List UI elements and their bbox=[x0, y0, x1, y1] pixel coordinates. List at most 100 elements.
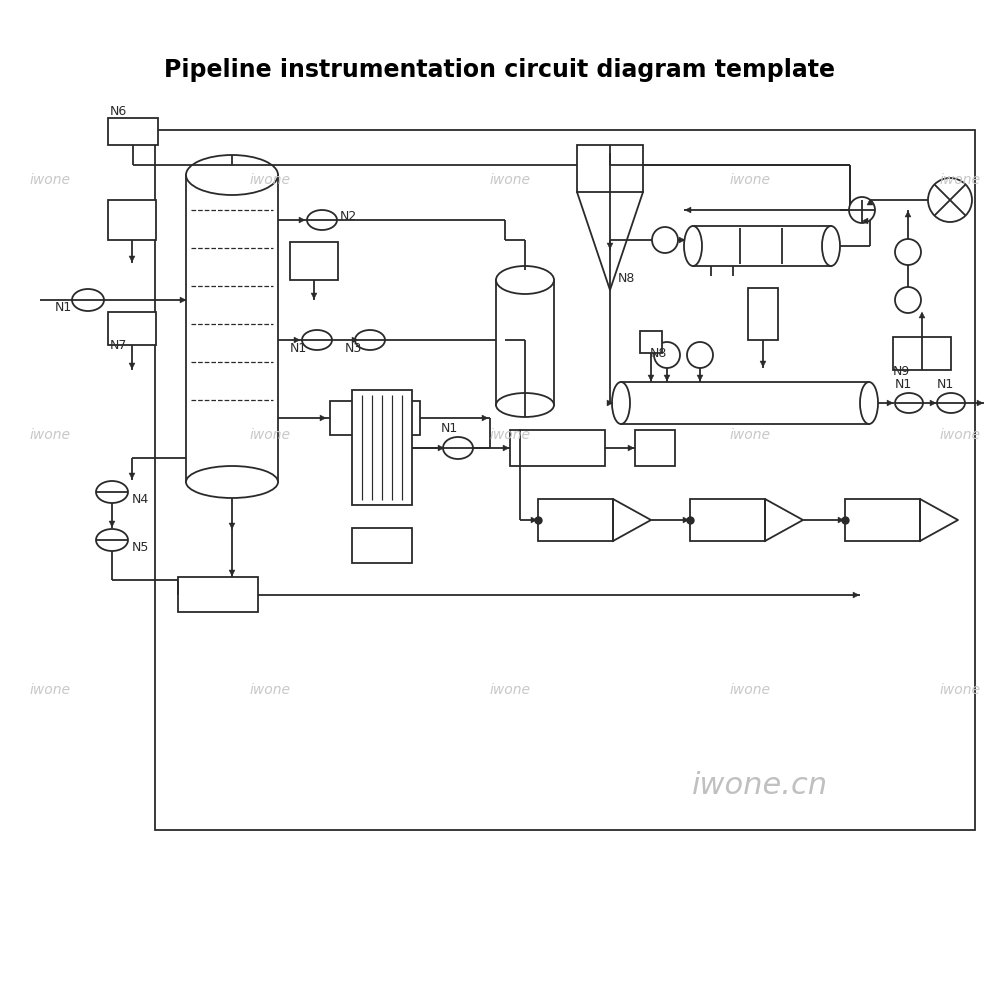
Text: N4: N4 bbox=[132, 493, 149, 506]
Text: N1: N1 bbox=[441, 422, 458, 435]
Polygon shape bbox=[977, 400, 983, 406]
Polygon shape bbox=[352, 337, 358, 343]
Bar bbox=[510, 430, 605, 466]
Polygon shape bbox=[760, 361, 766, 367]
Text: N1: N1 bbox=[937, 378, 954, 391]
Bar bbox=[108, 118, 158, 145]
Polygon shape bbox=[129, 363, 135, 369]
Text: iwone: iwone bbox=[730, 683, 770, 697]
Polygon shape bbox=[129, 256, 135, 262]
Polygon shape bbox=[531, 517, 537, 523]
Bar bbox=[748, 288, 778, 340]
Ellipse shape bbox=[443, 437, 473, 459]
Polygon shape bbox=[679, 237, 685, 243]
Bar bbox=[621, 382, 869, 424]
Polygon shape bbox=[482, 415, 488, 421]
Text: N6: N6 bbox=[110, 105, 127, 118]
Text: Pipeline instrumentation circuit diagram template: Pipeline instrumentation circuit diagram… bbox=[164, 58, 836, 82]
Ellipse shape bbox=[96, 529, 128, 551]
Text: iwone: iwone bbox=[730, 173, 770, 187]
Ellipse shape bbox=[307, 210, 337, 230]
Ellipse shape bbox=[684, 226, 702, 266]
Polygon shape bbox=[919, 312, 925, 318]
Polygon shape bbox=[438, 445, 444, 451]
Text: iwone: iwone bbox=[30, 683, 70, 697]
Text: iwone: iwone bbox=[490, 683, 530, 697]
Polygon shape bbox=[648, 375, 654, 381]
Polygon shape bbox=[311, 293, 317, 299]
Bar bbox=[330, 401, 420, 435]
Ellipse shape bbox=[895, 393, 923, 413]
Polygon shape bbox=[320, 415, 326, 421]
Ellipse shape bbox=[612, 382, 630, 424]
Polygon shape bbox=[867, 199, 873, 205]
Polygon shape bbox=[294, 337, 300, 343]
Ellipse shape bbox=[186, 155, 278, 195]
Circle shape bbox=[849, 197, 875, 223]
Text: N9: N9 bbox=[893, 365, 910, 378]
Ellipse shape bbox=[496, 393, 554, 417]
Ellipse shape bbox=[302, 330, 332, 350]
Polygon shape bbox=[685, 207, 691, 213]
Polygon shape bbox=[299, 217, 305, 223]
Ellipse shape bbox=[96, 481, 128, 503]
Text: N1: N1 bbox=[290, 342, 307, 355]
Bar bbox=[186, 175, 278, 482]
Text: N8: N8 bbox=[650, 347, 667, 360]
Polygon shape bbox=[930, 400, 936, 406]
Text: iwone: iwone bbox=[940, 173, 980, 187]
Polygon shape bbox=[109, 521, 115, 527]
Text: iwone: iwone bbox=[940, 683, 980, 697]
Bar bbox=[690, 499, 765, 541]
Text: iwone: iwone bbox=[250, 683, 290, 697]
Bar bbox=[155, 130, 975, 830]
Text: N2: N2 bbox=[340, 210, 357, 223]
Text: iwone: iwone bbox=[940, 428, 980, 442]
Bar bbox=[496, 280, 554, 405]
Text: N8: N8 bbox=[618, 272, 635, 285]
Text: N7: N7 bbox=[110, 339, 127, 352]
Polygon shape bbox=[229, 523, 235, 529]
Bar bbox=[108, 312, 156, 345]
Polygon shape bbox=[887, 400, 893, 406]
Text: iwone: iwone bbox=[30, 173, 70, 187]
Polygon shape bbox=[607, 243, 613, 249]
Polygon shape bbox=[905, 211, 911, 217]
Bar bbox=[352, 528, 412, 563]
Bar bbox=[845, 499, 920, 541]
Polygon shape bbox=[862, 218, 868, 224]
Ellipse shape bbox=[186, 466, 278, 498]
Text: iwone: iwone bbox=[250, 173, 290, 187]
Text: N5: N5 bbox=[132, 541, 149, 554]
Text: iwone: iwone bbox=[730, 428, 770, 442]
Polygon shape bbox=[229, 570, 235, 576]
Circle shape bbox=[652, 227, 678, 253]
Bar bbox=[640, 331, 662, 353]
Bar bbox=[577, 145, 643, 192]
Polygon shape bbox=[853, 592, 859, 598]
Ellipse shape bbox=[937, 393, 965, 413]
Circle shape bbox=[895, 287, 921, 313]
Polygon shape bbox=[683, 517, 689, 523]
Ellipse shape bbox=[496, 266, 554, 294]
Bar bbox=[893, 337, 951, 370]
Circle shape bbox=[654, 342, 680, 368]
Polygon shape bbox=[697, 375, 703, 381]
Text: iwone: iwone bbox=[250, 428, 290, 442]
Circle shape bbox=[928, 178, 972, 222]
Bar bbox=[352, 390, 412, 505]
Text: N1: N1 bbox=[55, 301, 72, 314]
Polygon shape bbox=[607, 400, 613, 406]
Polygon shape bbox=[664, 375, 670, 381]
Bar bbox=[538, 499, 613, 541]
Bar bbox=[290, 242, 338, 280]
Ellipse shape bbox=[822, 226, 840, 266]
Text: iwone: iwone bbox=[490, 173, 530, 187]
Polygon shape bbox=[838, 517, 844, 523]
Circle shape bbox=[687, 342, 713, 368]
Bar bbox=[108, 200, 156, 240]
Polygon shape bbox=[503, 445, 509, 451]
Text: N1: N1 bbox=[895, 378, 912, 391]
Bar bbox=[635, 430, 675, 466]
Text: iwone.cn: iwone.cn bbox=[692, 770, 828, 800]
